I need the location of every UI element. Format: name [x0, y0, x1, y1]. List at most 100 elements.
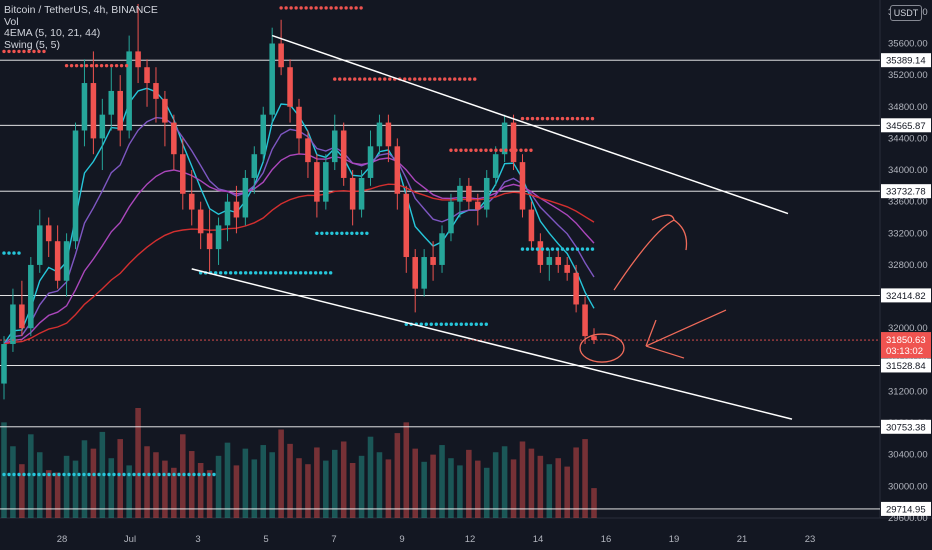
x-tick-label: 19	[669, 534, 680, 545]
volume-bar	[224, 442, 231, 518]
x-tick-label: 3	[195, 534, 200, 545]
swing-dot	[132, 472, 136, 477]
level-price-label: 29714.95	[886, 504, 926, 515]
chart-legend: Bitcoin / TetherUS, 4h, BINANCE Vol 4EMA…	[4, 4, 158, 51]
swing-dot	[79, 63, 84, 68]
swing-dot	[330, 231, 334, 235]
candle-body	[340, 130, 347, 178]
swing-dot	[520, 247, 525, 251]
volume-bar	[510, 459, 517, 518]
swing-dot	[320, 231, 324, 235]
level-price-tag	[881, 118, 931, 133]
candle-body	[546, 257, 553, 265]
candle-body	[528, 209, 535, 242]
swing-dot	[278, 271, 283, 275]
level-price-tag	[881, 419, 931, 434]
symbol-title[interactable]: Bitcoin / TetherUS, 4h, BINANCE	[4, 4, 158, 16]
swing-dot	[212, 472, 216, 477]
swing-dot	[37, 472, 41, 477]
swing-dot	[484, 148, 488, 152]
swing-dot	[454, 148, 458, 152]
volume-bar	[45, 470, 52, 518]
ema-label[interactable]: 4EMA (5, 10, 21, 44)	[4, 27, 101, 39]
candle-body	[564, 264, 570, 273]
volume-bar	[171, 467, 177, 518]
volume-label[interactable]: Vol	[4, 15, 19, 28]
swing-dot	[42, 472, 46, 477]
swing-dot	[268, 271, 273, 275]
swing-dot	[378, 77, 382, 81]
swing-dot	[368, 77, 372, 81]
volume-bar	[260, 445, 267, 518]
swing-dot	[92, 472, 96, 477]
swing-dot	[2, 472, 6, 477]
volume-bar	[430, 454, 436, 518]
swing-dot	[343, 77, 347, 81]
swing-dot	[530, 116, 535, 121]
candle-body	[448, 201, 454, 234]
volume-bar	[28, 434, 34, 518]
swing-dot	[7, 472, 11, 477]
swing-dot	[454, 322, 458, 326]
volume-bar	[251, 459, 258, 518]
swing-dot	[325, 231, 329, 235]
volume-bar	[501, 446, 508, 518]
swing-dot	[293, 271, 298, 275]
swing-dot	[464, 148, 468, 152]
y-tick-label: 32000.00	[888, 323, 928, 334]
swing-dot	[570, 247, 575, 251]
swing-dot	[494, 148, 498, 152]
currency-button[interactable]: USDT	[890, 5, 922, 21]
swing-dot	[424, 322, 428, 326]
swing-dot	[464, 322, 468, 326]
y-tick-label: 32800.00	[888, 260, 928, 271]
swing-dot	[514, 148, 518, 152]
swing-dot	[499, 148, 503, 152]
level-price-label: 30753.38	[886, 422, 926, 433]
swing-dot	[288, 271, 293, 275]
candle-body	[81, 83, 88, 131]
swing-dot	[575, 116, 580, 121]
swing-dot	[309, 6, 313, 10]
volume-bar	[546, 464, 553, 518]
swing-dot	[2, 49, 6, 54]
candle-body	[492, 154, 499, 178]
swing-dot	[524, 148, 528, 152]
swing-dot	[127, 472, 131, 477]
swing-dot	[403, 77, 407, 81]
volume-bar	[188, 451, 195, 518]
candle-body	[153, 83, 159, 99]
swing-dot	[433, 77, 437, 81]
swing-dot	[443, 77, 447, 81]
swing-dot	[182, 472, 186, 477]
swing-dot	[360, 231, 364, 235]
volume-bar	[555, 458, 562, 518]
ema-44-line	[3, 183, 595, 345]
swing-resistance-dots	[520, 116, 595, 121]
swing-dot	[355, 231, 359, 235]
swing-dot	[530, 247, 535, 251]
candle-body	[412, 257, 418, 289]
swing-dot	[107, 472, 111, 477]
swing-dot	[284, 6, 288, 10]
volume-bar	[180, 434, 186, 518]
candle-body	[171, 122, 177, 155]
candle-body	[457, 185, 463, 202]
swing-dot	[353, 77, 357, 81]
swing-dot	[202, 472, 206, 477]
swing-dot	[590, 247, 595, 251]
swing-label[interactable]: Swing (5, 5)	[4, 38, 61, 51]
swing-dot	[373, 77, 377, 81]
swing-dot	[345, 231, 349, 235]
swing-dot	[363, 77, 367, 81]
swing-dot	[304, 6, 308, 10]
swing-dot	[423, 77, 427, 81]
swing-dot	[87, 472, 91, 477]
volume-bar	[483, 467, 490, 518]
volume-bar	[349, 463, 356, 518]
y-tick-label: 35600.00	[888, 38, 928, 49]
candle-body	[287, 67, 293, 107]
swing-dot	[315, 231, 319, 235]
candle-body	[99, 114, 106, 139]
